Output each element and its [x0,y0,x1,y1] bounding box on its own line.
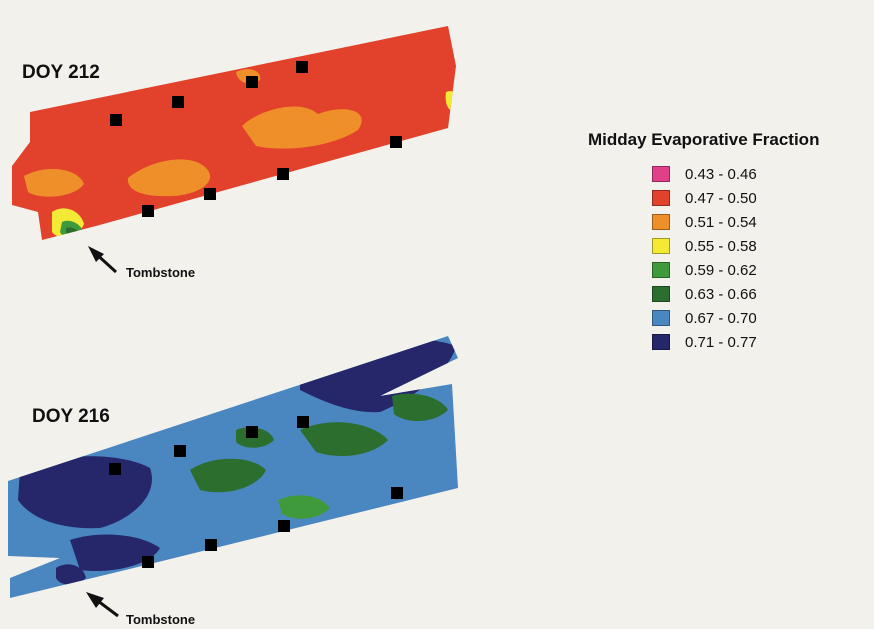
legend-swatch [652,238,670,254]
legend-item: 0.63 - 0.66 [652,282,870,306]
patch-orange-east [242,106,362,149]
patch-orange-west [24,169,84,197]
legend-swatch [652,214,670,230]
patch-darkblue-spur [56,564,86,585]
legend-label: 0.63 - 0.66 [685,285,757,303]
plot-marker [390,136,402,148]
field-doy-212 [12,26,456,240]
legend-item: 0.67 - 0.70 [652,306,870,330]
tombstone-label-216: Tombstone [126,612,196,627]
legend-swatch [652,334,670,350]
tombstone-label-212: Tombstone [126,265,196,280]
patch-darkblue-southwest [70,534,160,572]
plot-marker [205,539,217,551]
plot-markers-doy-212 [110,61,402,217]
plot-marker [109,463,121,475]
plot-marker [142,556,154,568]
plot-marker [246,76,258,88]
legend-label: 0.55 - 0.58 [685,237,757,255]
legend-label: 0.47 - 0.50 [685,189,757,207]
plot-marker [172,96,184,108]
patch-orange-central [127,159,211,197]
legend-list: 0.43 - 0.46 0.47 - 0.50 0.51 - 0.54 0.55 - … [652,162,870,354]
legend-label: 0.67 - 0.70 [685,309,757,327]
patch-green-central [190,458,266,493]
legend-item: 0.59 - 0.62 [652,258,870,282]
pointer-arrow-head-212 [88,246,104,262]
map-title-doy-212: DOY 212 [22,62,100,83]
plot-marker [142,205,154,217]
legend-swatch [652,190,670,206]
legend-label: 0.43 - 0.46 [685,165,757,183]
legend-label: 0.51 - 0.54 [685,213,757,231]
legend-swatch [652,262,670,278]
plot-marker [297,416,309,428]
plot-marker [110,114,122,126]
map-doy-216 [8,336,458,618]
plot-markers-doy-216 [109,416,403,568]
patch-green-northeast [392,393,448,422]
plot-marker [174,445,186,457]
patch-green-east [300,422,388,456]
legend: Midday Evaporative Fraction 0.43 - 0.46 0… [588,130,870,354]
legend-swatch [652,286,670,302]
legend-swatch [652,310,670,326]
legend-swatch [652,166,670,182]
plot-marker [278,520,290,532]
plot-marker [204,188,216,200]
legend-item: 0.43 - 0.46 [652,162,870,186]
map-title-doy-216: DOY 216 [32,406,110,427]
plot-marker [277,168,289,180]
legend-title: Midday Evaporative Fraction [588,130,820,149]
legend-item: 0.47 - 0.50 [652,186,870,210]
legend-label: 0.59 - 0.62 [685,261,757,279]
legend-item: 0.71 - 0.77 [652,330,870,354]
legend-label: 0.71 - 0.77 [685,333,757,351]
plot-marker [246,426,258,438]
legend-item: 0.51 - 0.54 [652,210,870,234]
legend-item: 0.55 - 0.58 [652,234,870,258]
pointer-arrow-head-216 [86,592,104,608]
patch-lightgreen-south [278,495,330,519]
plot-marker [296,61,308,73]
plot-marker [391,487,403,499]
